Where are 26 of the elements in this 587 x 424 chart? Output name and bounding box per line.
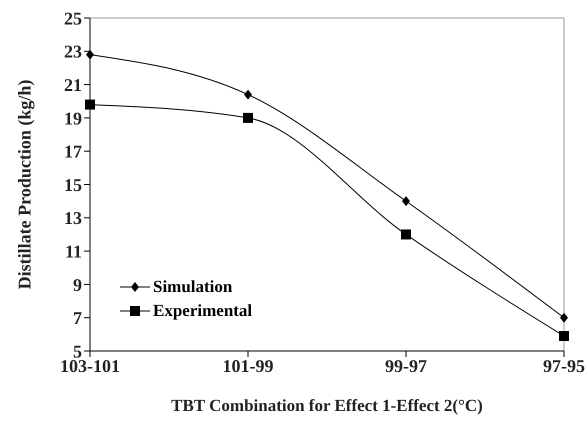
y-axis-title: Distillate Production (kg/h) — [14, 80, 34, 290]
x-axis-title: TBT Combination for Effect 1-Effect 2(°C) — [171, 396, 483, 415]
y-tick-label: 25 — [64, 8, 82, 28]
x-tick-label: 101-99 — [222, 356, 274, 376]
point — [402, 196, 410, 206]
point — [243, 112, 253, 123]
point — [85, 100, 95, 110]
x-tick-label: 99-97 — [385, 356, 427, 376]
y-tick-label: 21 — [64, 74, 82, 95]
y-tick-label: 19 — [64, 108, 82, 128]
legend-label: Experimental — [153, 301, 252, 321]
point — [86, 50, 94, 60]
point — [559, 331, 569, 342]
point — [560, 312, 568, 323]
y-tick-label: 11 — [64, 241, 82, 262]
y-tick-label: 13 — [64, 208, 82, 228]
legend-label: Simulation — [153, 277, 232, 297]
point — [244, 90, 252, 100]
y-tick-label: 17 — [64, 142, 82, 162]
x-tick-label: 97-95 — [543, 356, 585, 376]
point — [401, 229, 411, 240]
y-tick-label: 5 — [73, 341, 82, 362]
y-tick-label: 7 — [73, 308, 82, 328]
y-tick-label: 15 — [64, 174, 82, 195]
y-tick-label: 9 — [73, 274, 82, 295]
y-tick-label: 23 — [64, 42, 82, 62]
